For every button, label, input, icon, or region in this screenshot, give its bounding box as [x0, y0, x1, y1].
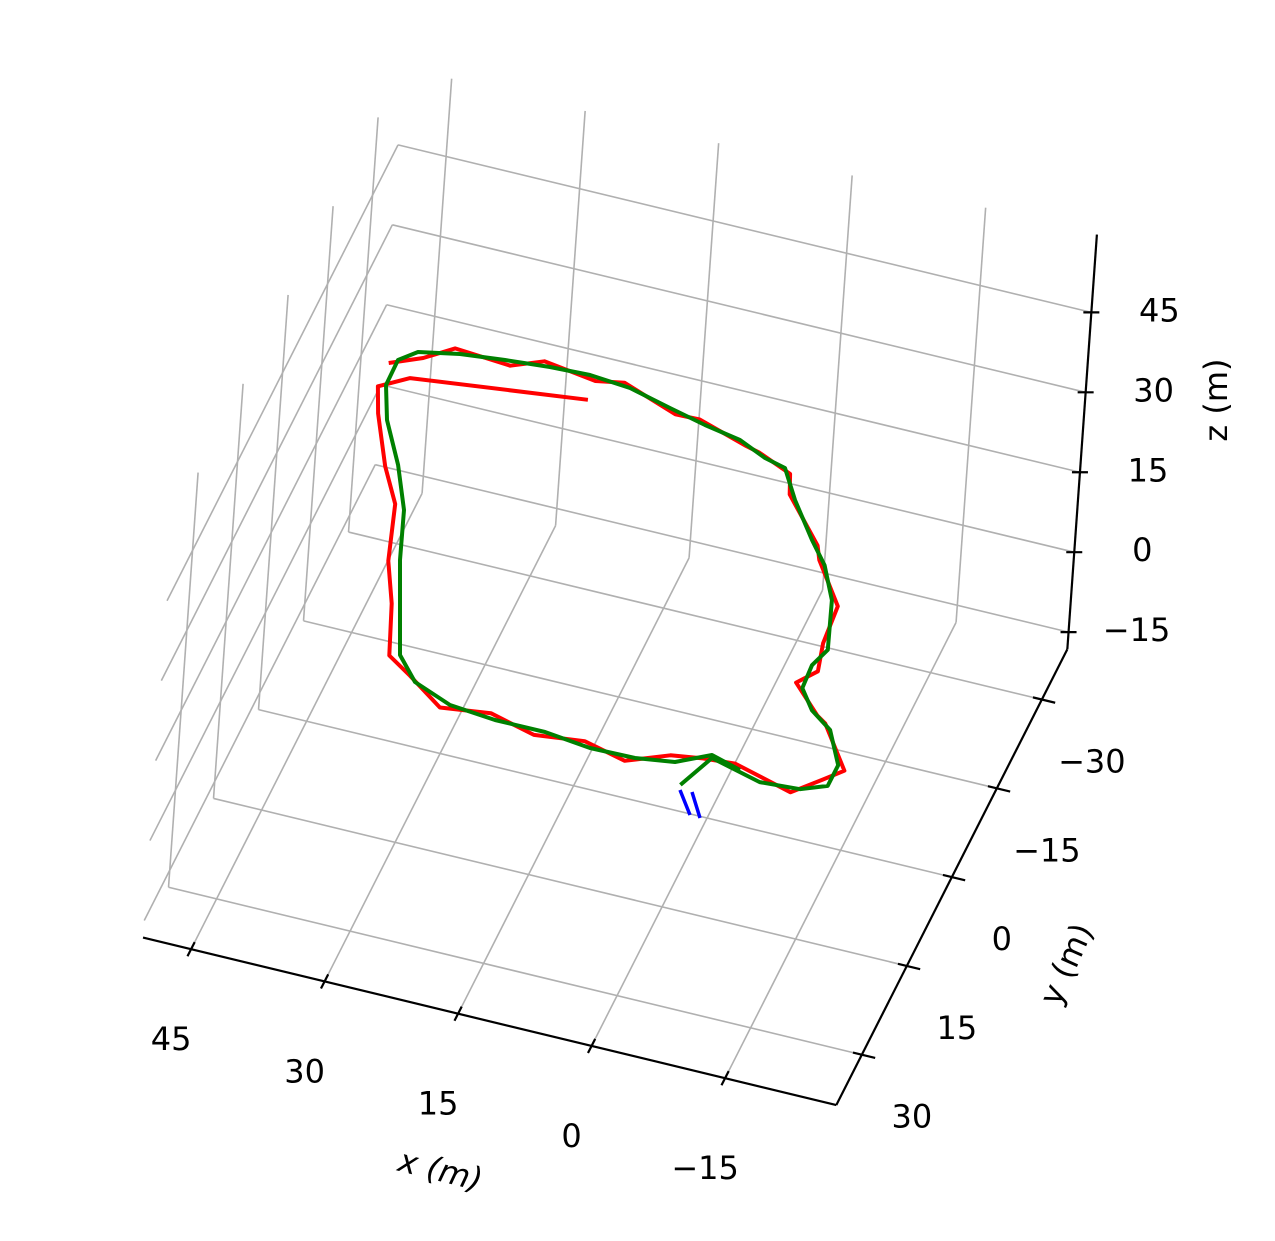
z-axis-line	[1066, 234, 1098, 650]
trajectory-line	[375, 346, 847, 795]
y-tick-label: 0	[992, 920, 1012, 958]
grid-line	[143, 464, 376, 921]
grid-line	[168, 886, 863, 1056]
grid-line	[167, 472, 199, 888]
x-axis-line	[142, 936, 837, 1107]
grid-line	[166, 144, 399, 602]
z-tick-label: 0	[1132, 531, 1152, 569]
x-tick	[320, 973, 330, 990]
y-tick	[942, 873, 966, 882]
y-tick	[897, 962, 921, 971]
z-tick-label: −15	[1103, 611, 1171, 649]
x-tick-label: 15	[418, 1085, 459, 1123]
grid-line	[154, 304, 388, 761]
grid-line	[397, 144, 1092, 314]
y-axis-label: y (m)	[1031, 918, 1100, 1011]
grid-line	[821, 175, 853, 591]
grid-line	[955, 207, 987, 623]
z-tick-label: 30	[1133, 371, 1174, 409]
y-tick	[852, 1051, 876, 1060]
grid-line	[375, 463, 1069, 633]
y-tick	[987, 785, 1011, 793]
grid-line	[302, 206, 334, 621]
trajectory-line	[678, 789, 702, 819]
grid-line	[212, 383, 244, 799]
grid-line	[688, 143, 720, 558]
x-tick	[453, 1006, 463, 1022]
grid-line	[257, 294, 289, 710]
y-tick	[1032, 696, 1056, 704]
grid-line	[303, 620, 998, 790]
x-tick	[186, 941, 196, 957]
grid-line	[347, 117, 379, 533]
x-tick	[720, 1070, 730, 1086]
x-axis-label: x (m)	[394, 1141, 487, 1199]
y-tick-label: −15	[1013, 831, 1081, 869]
grid-line	[554, 110, 586, 526]
grid-line	[421, 78, 453, 494]
z-tick-label: 15	[1128, 451, 1169, 489]
x-tick-label: 30	[284, 1052, 325, 1090]
grid-line	[149, 384, 382, 841]
x-tick-label: 0	[561, 1117, 581, 1155]
grid-line	[392, 224, 1086, 394]
grid-line	[380, 383, 1075, 553]
y-tick-label: 30	[891, 1098, 932, 1136]
z-axis-label: z (m)	[1197, 358, 1235, 441]
z-tick-label: 45	[1139, 291, 1180, 329]
x-tick	[587, 1038, 597, 1054]
x-tick-label: −15	[671, 1149, 739, 1187]
trajectory-line	[384, 350, 841, 792]
grid-line	[386, 303, 1081, 474]
y-tick-label: −30	[1058, 743, 1126, 781]
grid-line	[213, 797, 908, 967]
x-tick-label: 45	[151, 1020, 192, 1058]
grid-line	[348, 531, 1043, 701]
grid-line	[160, 224, 394, 682]
y-tick-label: 15	[936, 1009, 977, 1047]
grid-line	[258, 708, 953, 878]
